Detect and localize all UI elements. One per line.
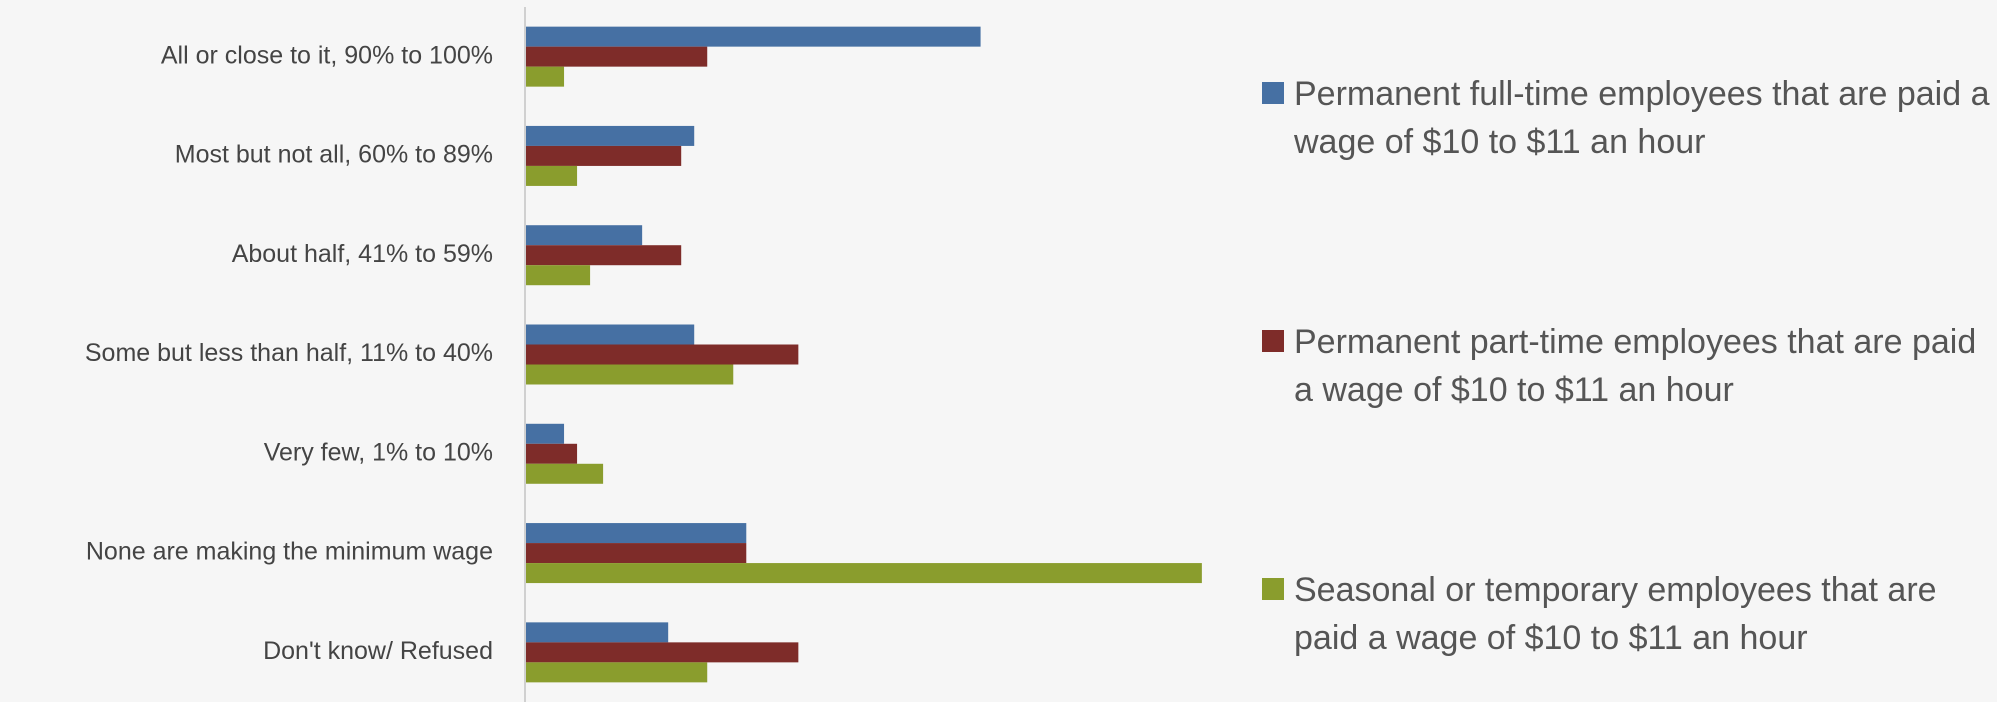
bar	[525, 165, 578, 186]
bar	[525, 26, 981, 47]
legend-item: Seasonal or temporary employees that are…	[1262, 566, 1997, 662]
y-tick-label: All or close to it, 90% to 100%	[161, 41, 493, 69]
bar	[525, 46, 708, 67]
y-tick-label: None are making the minimum wage	[86, 538, 493, 566]
bar	[525, 125, 695, 146]
bar	[525, 66, 565, 87]
bar	[525, 423, 565, 444]
bar	[525, 245, 682, 266]
legend-swatch	[1262, 330, 1284, 352]
legend-item: Permanent full-time employees that are p…	[1262, 70, 1997, 166]
legend-label: Permanent full-time employees that are p…	[1294, 75, 1990, 161]
legend-item: Permanent part-time employees that are p…	[1262, 318, 1997, 414]
bar	[525, 523, 747, 544]
bar	[525, 344, 799, 365]
bar	[525, 225, 643, 246]
bar	[525, 642, 799, 663]
bar	[525, 662, 708, 683]
y-tick-label: Don't know/ Refused	[263, 637, 493, 665]
y-tick-label: About half, 41% to 59%	[232, 240, 493, 268]
bar	[525, 265, 591, 286]
bar	[525, 563, 1202, 584]
legend-swatch	[1262, 578, 1284, 600]
bar	[525, 622, 669, 643]
bar	[525, 324, 695, 345]
legend-label: Seasonal or temporary employees that are…	[1294, 571, 1937, 657]
y-tick-label: Very few, 1% to 10%	[264, 438, 493, 466]
y-tick-label: Most but not all, 60% to 89%	[175, 141, 493, 169]
bar	[525, 443, 578, 464]
legend-label: Permanent part-time employees that are p…	[1294, 323, 1977, 409]
bar	[525, 145, 682, 166]
bar	[525, 543, 747, 564]
legend-swatch	[1262, 82, 1284, 104]
bar	[525, 364, 734, 385]
bar	[525, 463, 604, 484]
y-tick-label: Some but less than half, 11% to 40%	[85, 339, 493, 367]
